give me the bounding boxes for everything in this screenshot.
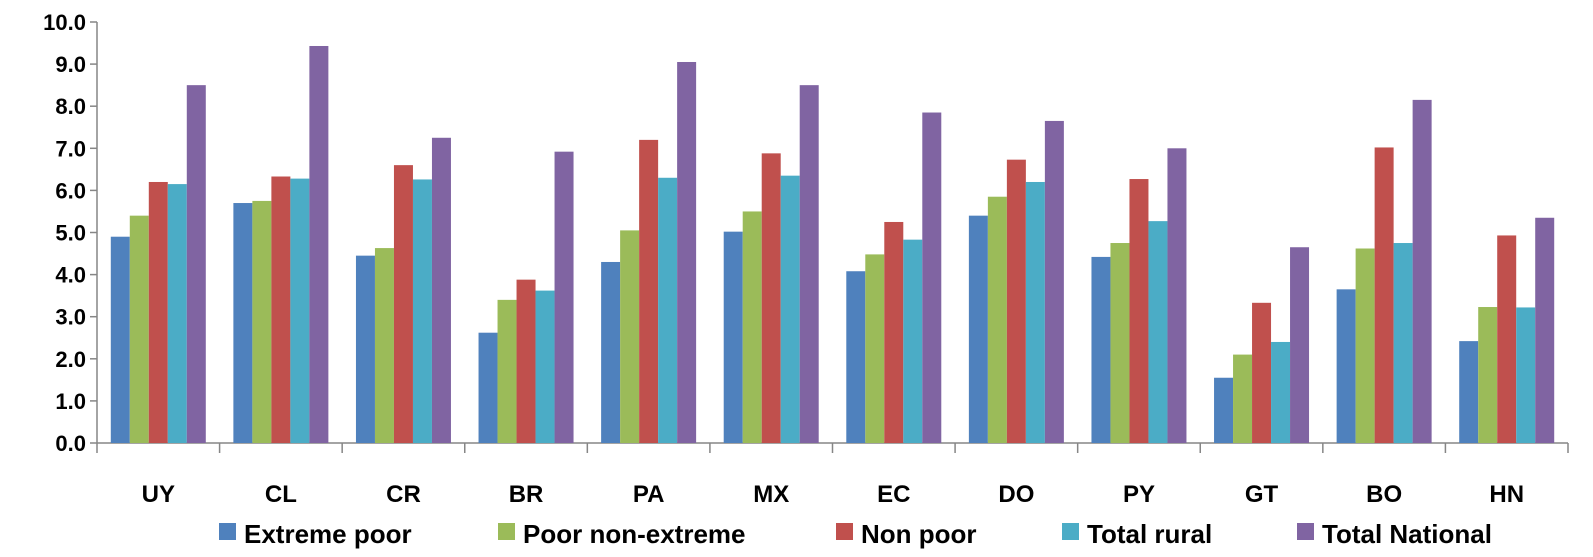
bar-py-non-poor [1129, 179, 1149, 443]
y-axis: 0.0 1.0 2.0 3.0 4.0 5.0 6.0 7.0 8.0 9.0 10.0 [43, 10, 98, 456]
bar-cr-total-rural [412, 179, 432, 444]
legend-label: Extreme poor [244, 519, 412, 549]
bar-br-total-national [554, 151, 574, 443]
bar-do-extreme-poor [968, 215, 988, 443]
bar-py-total-rural [1148, 221, 1168, 443]
bar-cl-total-rural [290, 178, 310, 443]
bar-cl-non-poor [271, 176, 291, 443]
x-tick-label: MX [753, 481, 789, 508]
bar-do-total-rural [1025, 181, 1045, 444]
bar-br-total-rural [535, 290, 555, 443]
bar-py-extreme-poor [1091, 256, 1111, 443]
bar-uy-total-rural [167, 184, 187, 443]
bar-hn-total-national [1535, 217, 1555, 443]
x-tick-label: DO [998, 481, 1034, 508]
bar-mx-extreme-poor [723, 231, 743, 443]
bar-mx-total-rural [780, 175, 800, 444]
bar-do-poor-non-extreme [987, 196, 1007, 443]
bar-bo-extreme-poor [1336, 289, 1356, 443]
bar-pa-non-poor [639, 139, 659, 443]
bar-ec-extreme-poor [846, 271, 866, 443]
bar-uy-poor-non-extreme [129, 215, 149, 443]
bar-cl-total-national [309, 45, 329, 443]
x-tick-label: PA [633, 481, 665, 508]
bar-ec-non-poor [884, 221, 904, 443]
bar-gt-poor-non-extreme [1233, 354, 1253, 443]
x-tick-label: BR [509, 481, 544, 508]
bar-bo-poor-non-extreme [1355, 248, 1375, 443]
bar-hn-non-poor [1497, 235, 1517, 443]
legend-swatch [836, 523, 853, 540]
bar-uy-total-national [186, 85, 206, 444]
bar-bo-total-rural [1393, 243, 1413, 443]
bar-pa-total-national [677, 61, 697, 444]
y-tick-label: 2.0 [55, 347, 86, 372]
y-tick-label: 1.0 [55, 389, 86, 414]
x-tick-label: PY [1123, 481, 1155, 508]
legend-label: Total rural [1087, 519, 1212, 549]
bar-mx-poor-non-extreme [742, 211, 762, 443]
legend-swatch [1297, 523, 1314, 540]
x-tick-label: EC [877, 481, 910, 508]
x-tick-label: CL [265, 481, 297, 508]
bar-hn-total-rural [1516, 307, 1536, 443]
bar-uy-non-poor [148, 181, 168, 444]
x-axis [96, 442, 1569, 453]
legend-label: Non poor [861, 519, 977, 549]
x-tick-label: HN [1489, 481, 1524, 508]
legend-label: Total National [1322, 519, 1492, 549]
bar-ec-total-rural [903, 239, 923, 443]
bar-br-poor-non-extreme [497, 299, 517, 443]
bar-gt-extreme-poor [1214, 377, 1234, 443]
legend-swatch [1062, 523, 1079, 540]
bar-ec-total-national [922, 112, 942, 443]
bar-cr-poor-non-extreme [374, 248, 394, 443]
bar-gt-non-poor [1252, 302, 1272, 443]
bar-py-total-national [1167, 148, 1187, 444]
bar-cr-extreme-poor [355, 255, 375, 443]
bars [110, 45, 1555, 444]
y-tick-label: 9.0 [55, 52, 86, 77]
bar-uy-extreme-poor [110, 236, 130, 443]
x-tick-label: GT [1245, 481, 1279, 508]
legend-swatch [219, 523, 236, 540]
bar-br-extreme-poor [478, 332, 498, 443]
y-tick-label: 3.0 [55, 305, 86, 330]
bar-bo-total-national [1412, 99, 1432, 443]
category-labels: UY CL CR BR PA MX EC DO PY GT BO HN [142, 481, 1524, 508]
bar-pa-poor-non-extreme [620, 230, 640, 443]
bar-br-non-poor [516, 279, 536, 443]
bar-cl-extreme-poor [233, 203, 253, 443]
bar-cr-total-national [431, 137, 451, 443]
bar-cr-non-poor [393, 165, 413, 443]
bar-gt-total-rural [1271, 341, 1291, 443]
y-tick-label: 5.0 [55, 221, 86, 246]
bar-gt-total-national [1290, 247, 1310, 443]
legend: Extreme poor Poor non-extreme Non poor Tota… [219, 519, 1492, 549]
bar-pa-extreme-poor [601, 261, 621, 443]
x-tick-label: UY [142, 481, 175, 508]
y-tick-label: 10.0 [43, 10, 86, 35]
bar-pa-total-rural [658, 177, 678, 443]
y-tick-label: 0.0 [55, 431, 86, 456]
bar-mx-non-poor [761, 153, 781, 444]
legend-label: Poor non-extreme [523, 519, 746, 549]
y-tick-label: 6.0 [55, 178, 86, 203]
bar-py-poor-non-extreme [1110, 243, 1130, 443]
bar-do-total-national [1044, 120, 1064, 443]
y-tick-label: 8.0 [55, 94, 86, 119]
bar-bo-non-poor [1374, 147, 1394, 443]
bar-cl-poor-non-extreme [252, 200, 272, 443]
legend-swatch [498, 523, 515, 540]
bar-hn-poor-non-extreme [1478, 307, 1498, 443]
bar-do-non-poor [1006, 159, 1026, 444]
x-tick-label: BO [1366, 481, 1402, 508]
y-tick-label: 7.0 [55, 136, 86, 161]
bar-hn-extreme-poor [1459, 341, 1479, 443]
y-tick-label: 4.0 [55, 263, 86, 288]
bar-ec-poor-non-extreme [865, 254, 885, 443]
x-tick-label: CR [386, 481, 421, 508]
bar-mx-total-national [799, 85, 819, 444]
